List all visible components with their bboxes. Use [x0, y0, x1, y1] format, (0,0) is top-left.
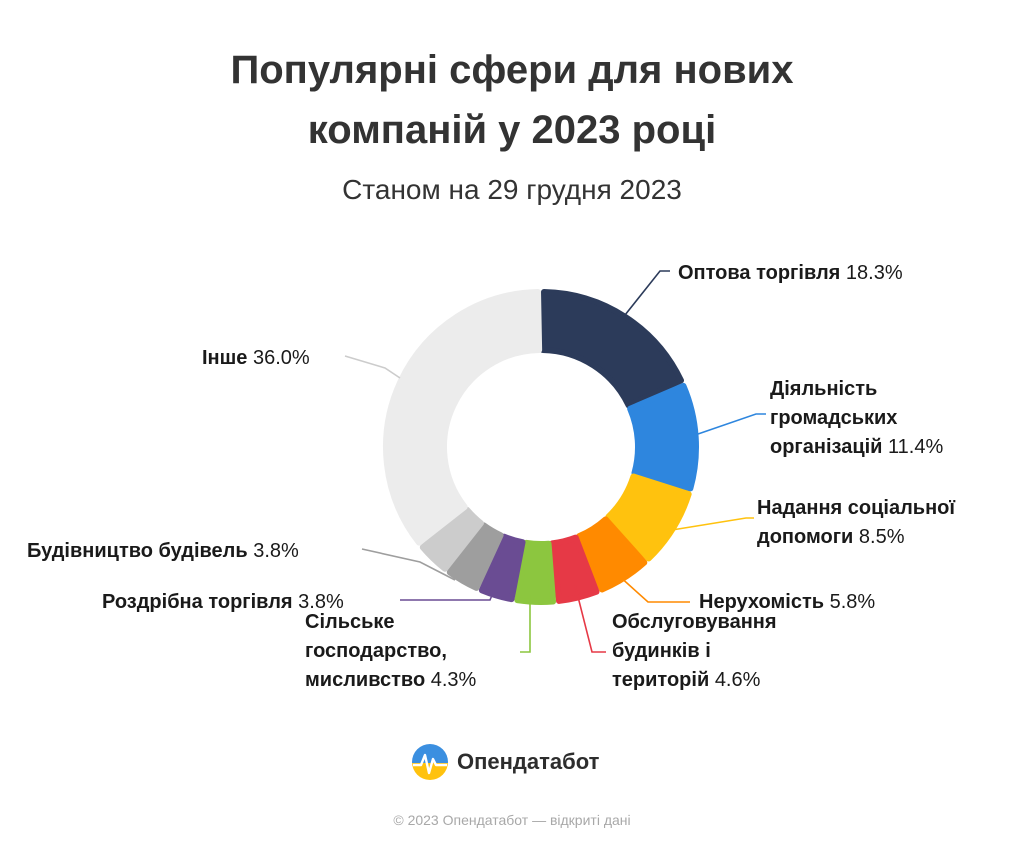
label-public-orgs: Діяльність громадських організацій 11.4%	[770, 378, 944, 458]
chart-title-line2: компаній у 2023 році	[307, 108, 717, 152]
donut-slice-5	[514, 539, 557, 605]
label-other: Інше 36.0%	[202, 347, 310, 369]
label-building-services: Обслуговування будинків і територій 4.6%	[612, 611, 777, 691]
label-agriculture: Сільське господарство, мисливство 4.3%	[305, 611, 477, 691]
donut-slice-2	[605, 473, 692, 562]
chart-subtitle: Станом на 29 грудня 2023	[342, 174, 682, 205]
label-wholesale: Оптова торгівля 18.3%	[678, 262, 903, 284]
label-real-estate: Нерухомість 5.8%	[699, 591, 876, 613]
leader-line-4	[574, 584, 606, 653]
chart-title: Популярні сфери для нових компаній у 202…	[0, 40, 1024, 160]
label-social-assistance: Надання соціальної допомоги 8.5%	[757, 497, 956, 548]
donut-slice-4	[549, 534, 600, 604]
leader-line-1	[697, 413, 766, 435]
donut-slice-9	[383, 289, 543, 546]
label-retail: Роздрібна торгівля 3.8%	[102, 591, 344, 613]
leader-line-7	[361, 548, 456, 581]
donut-slice-3	[576, 516, 648, 593]
leader-line-2	[671, 517, 754, 531]
leader-line-3	[617, 574, 690, 603]
brand-name: Опендатабот	[457, 749, 600, 774]
donut-slice-6	[478, 533, 526, 603]
donut-slice-8	[419, 506, 484, 572]
label-construction: Будівництво будівель 3.8%	[27, 540, 299, 562]
chart-title-line1: Популярні сфери для нових	[230, 48, 794, 92]
leader-line-6	[400, 587, 496, 601]
leader-line-5	[520, 595, 531, 653]
leader-line-8	[344, 355, 401, 379]
leader-line-0	[624, 270, 670, 316]
opendatabot-logo-icon	[412, 744, 448, 780]
footer-copyright: © 2023 Опендатабот — відкриті дані	[393, 812, 631, 828]
donut-slice-7	[446, 522, 504, 591]
brand-logo: Опендатабот	[411, 742, 599, 782]
donut-slice-1	[627, 382, 699, 492]
donut-slice-0	[539, 289, 684, 409]
